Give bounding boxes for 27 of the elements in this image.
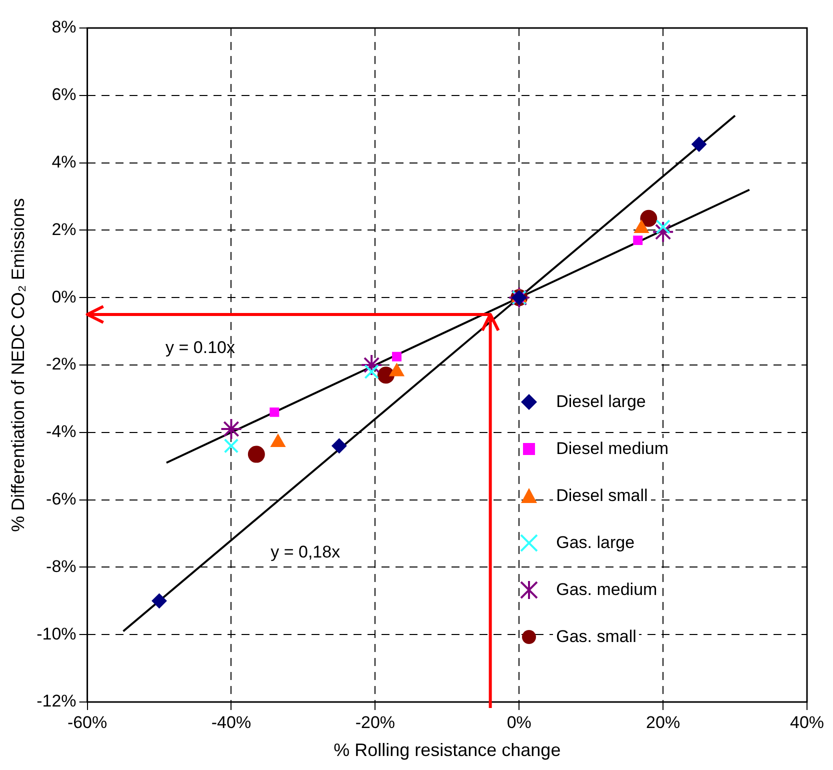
x-tick-label: 20% — [646, 712, 680, 732]
annotation: y = 0.10x — [166, 338, 236, 357]
x-tick-label: -20% — [355, 712, 396, 732]
annotation: y = 0,18x — [270, 542, 341, 562]
legend-label: Diesel small — [553, 484, 651, 507]
y-tick-label: 8% — [52, 18, 76, 37]
y-tick-label: -6% — [46, 489, 76, 508]
legend-label: Diesel medium — [553, 438, 672, 460]
y-tick-label: -10% — [36, 624, 76, 644]
y-tick-label: -8% — [46, 556, 76, 576]
x-tick-label: -60% — [67, 712, 108, 732]
legend-label: Gas. medium — [553, 578, 660, 601]
legend-label: Gas. small — [553, 626, 640, 648]
y-tick-label: 2% — [52, 220, 76, 239]
x-axis-title: % Rolling resistance change — [334, 740, 561, 760]
y-tick-label: 0% — [52, 287, 76, 306]
y-axis-title: % Differentiation of NEDC CO₂ Emissions — [8, 198, 28, 532]
x-tick-label: -40% — [211, 712, 252, 732]
y-tick-label: -12% — [36, 692, 76, 711]
legend-label: Gas. large — [553, 532, 638, 554]
x-tick-label: 0% — [506, 712, 532, 732]
x-tick-label: 40% — [790, 712, 824, 732]
y-tick-label: 6% — [52, 85, 76, 104]
legend-label: Diesel large — [553, 390, 649, 413]
y-tick-label: -2% — [46, 354, 76, 374]
y-tick-label: -4% — [46, 422, 76, 442]
y-tick-label: 4% — [52, 152, 76, 172]
